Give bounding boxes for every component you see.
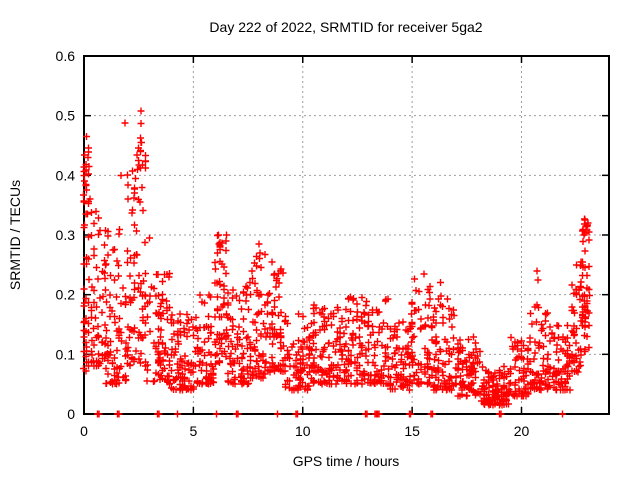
x-axis-label: GPS time / hours [293, 453, 400, 469]
y-tick-label: 0 [67, 406, 75, 422]
y-tick-label: 0.5 [56, 108, 76, 124]
y-tick-label: 0.1 [56, 346, 76, 362]
y-tick-label: 0.2 [56, 287, 76, 303]
y-tick-label: 0.4 [56, 167, 76, 183]
chart-title: Day 222 of 2022, SRMTID for receiver 5ga… [209, 19, 482, 35]
y-tick-label: 0.6 [56, 48, 76, 64]
plot-border-and-ticks [83, 55, 610, 415]
x-tick-label: 10 [295, 423, 311, 439]
y-axis-label: SRMTID / TECUs [7, 180, 23, 290]
x-tick-label: 5 [189, 423, 197, 439]
y-tick-label: 0.3 [56, 227, 76, 243]
scatter-points [80, 107, 593, 418]
x-tick-label: 15 [404, 423, 420, 439]
x-tick-label: 0 [80, 423, 88, 439]
data-point-markers [80, 107, 593, 418]
x-tick-label: 20 [514, 423, 530, 439]
tick-labels: 0 5 10 15 20 0 0.1 0.2 0.3 0.4 0.5 0.6 [56, 48, 530, 439]
